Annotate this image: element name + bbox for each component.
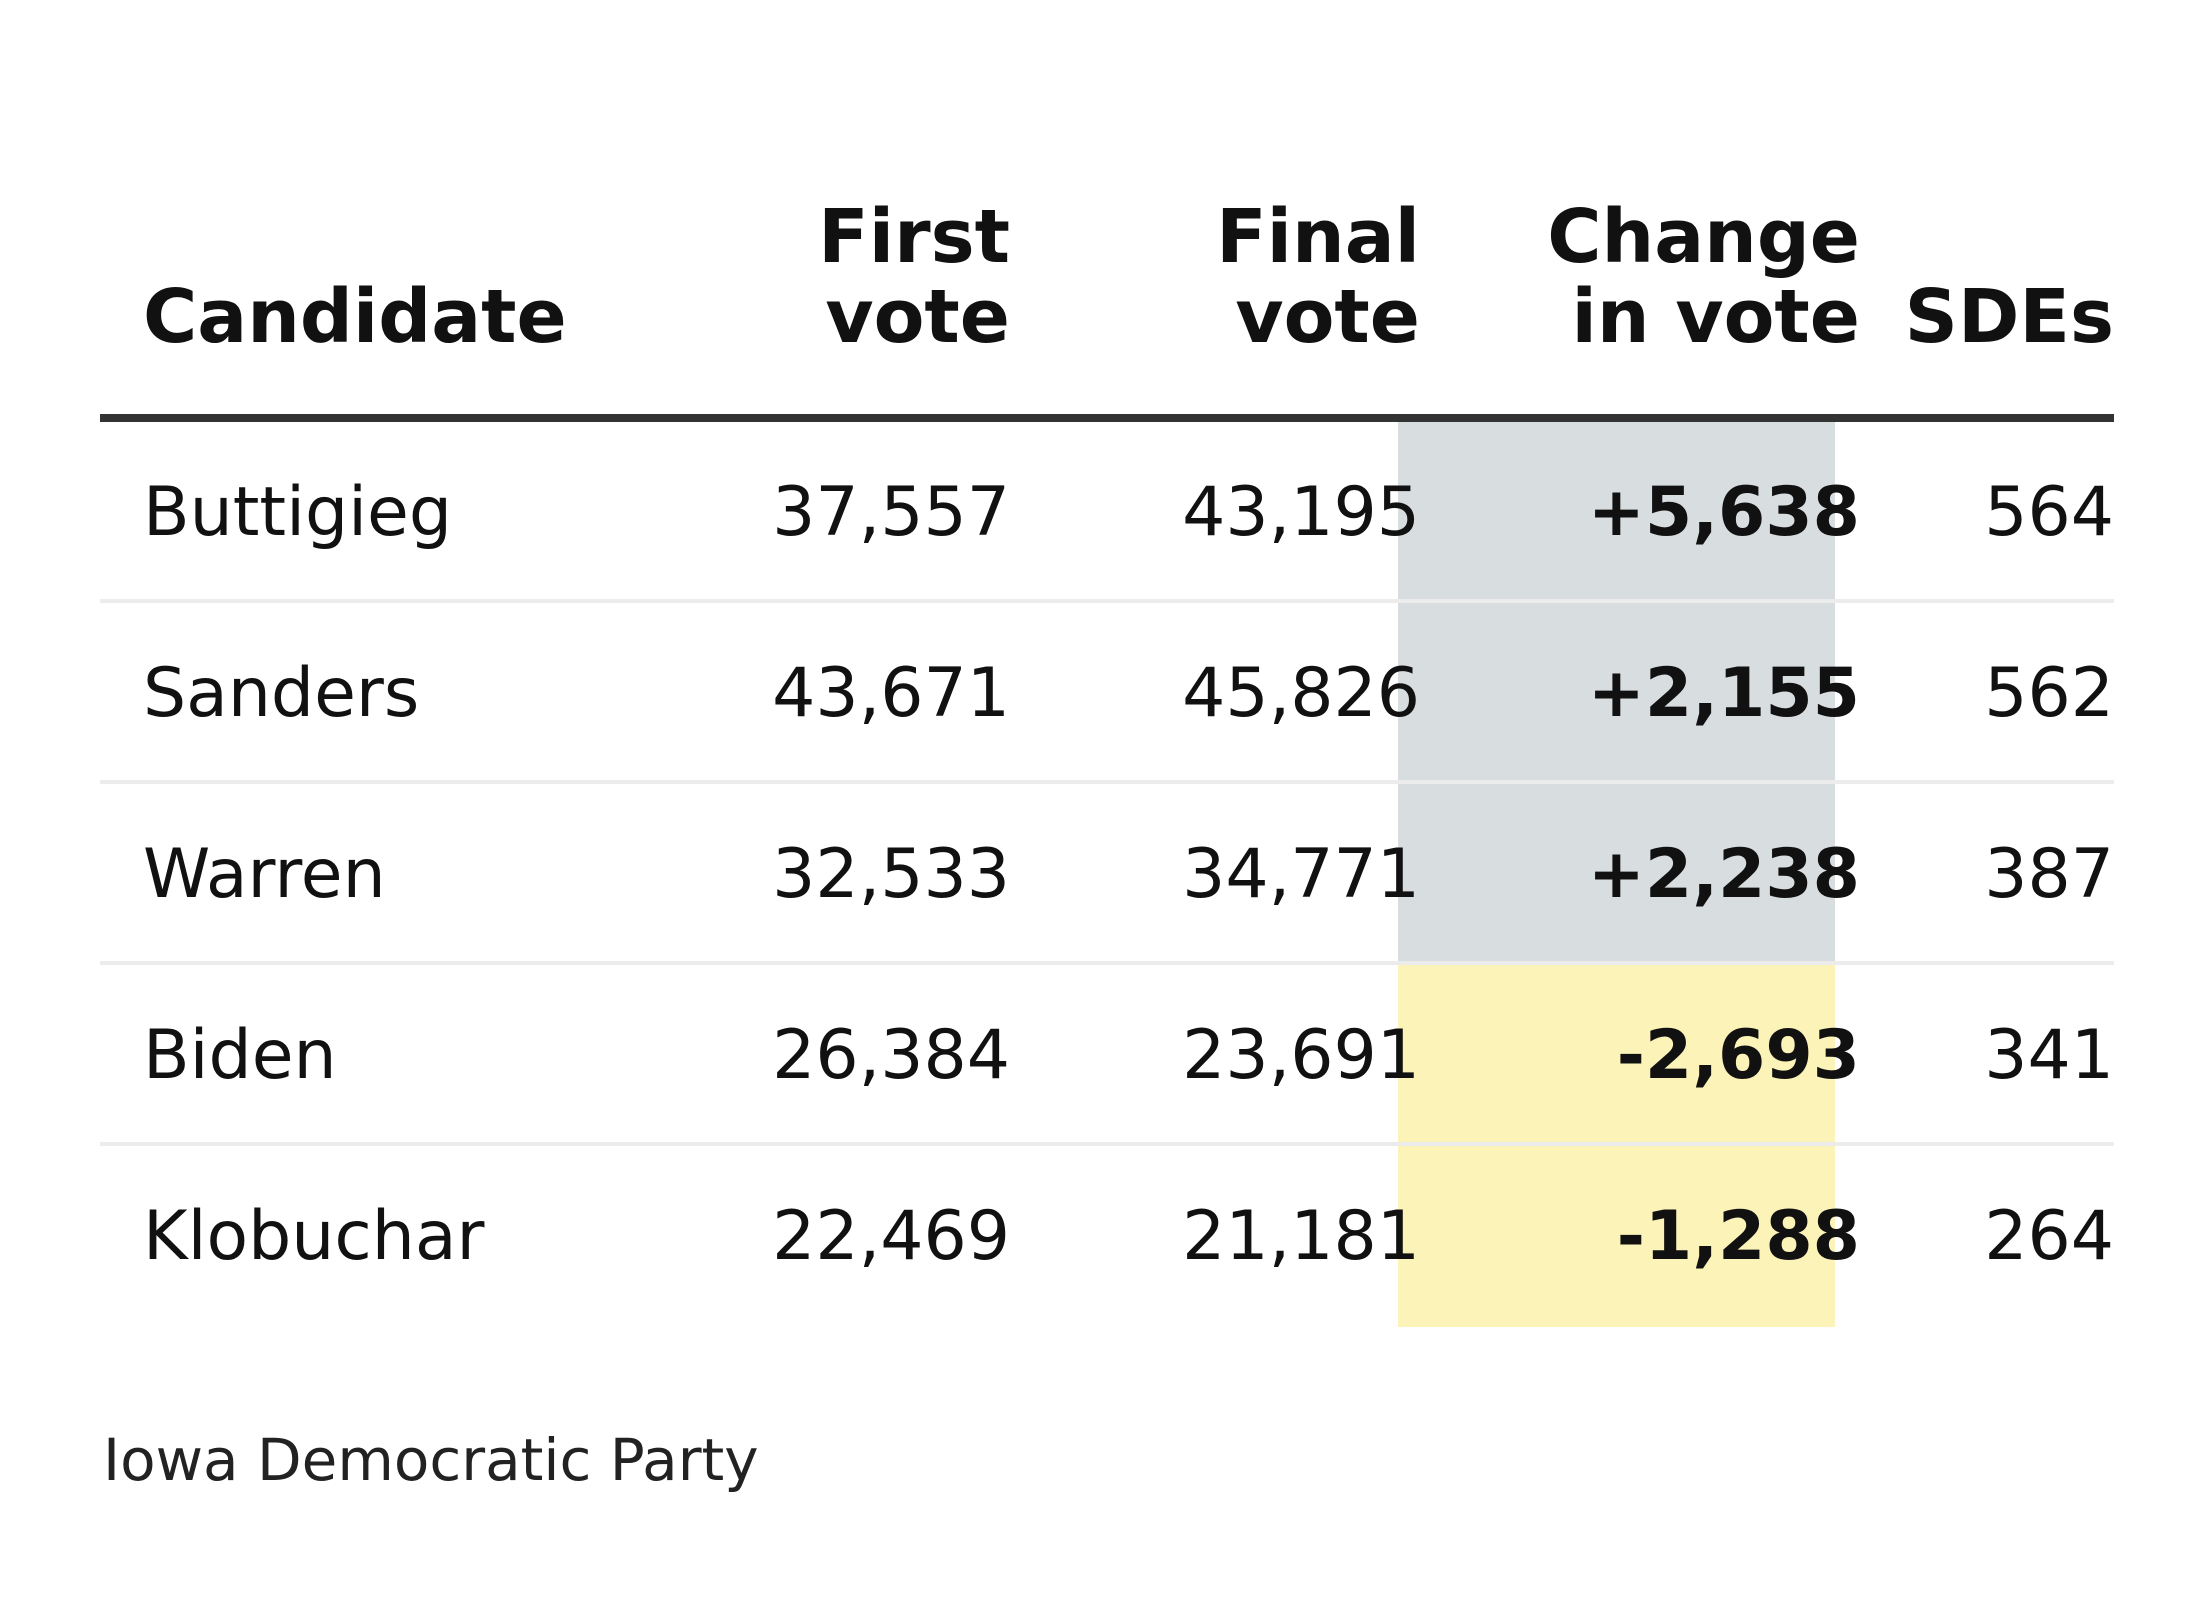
header-change-line-1: Change: [1547, 194, 1860, 280]
row-divider: [100, 1142, 2114, 1146]
cell-candidate: Sanders: [143, 654, 420, 733]
header-final-vote: Final vote: [1110, 197, 1420, 357]
header-final-vote-line-2: vote: [1235, 274, 1420, 360]
header-change-in-vote: Change in vote: [1480, 197, 1860, 357]
cell-final-vote: 21,181: [1182, 1197, 1420, 1276]
cell-change: -1,288: [1616, 1197, 1860, 1276]
cell-first-vote: 43,671: [772, 654, 1010, 733]
cell-change: -2,693: [1616, 1016, 1860, 1095]
cell-change: +2,155: [1587, 654, 1860, 733]
results-table: Candidate First vote Final vote Change i…: [100, 0, 2114, 1327]
table-header: Candidate First vote Final vote Change i…: [100, 0, 2114, 422]
header-sdes: SDEs: [1894, 277, 2114, 357]
cell-final-vote: 23,691: [1182, 1016, 1420, 1095]
table-row-warren: Warren 32,533 34,771 +2,238 387: [100, 784, 2114, 965]
cell-final-vote: 45,826: [1182, 654, 1420, 733]
change-highlight: [1398, 784, 1835, 965]
cell-candidate: Klobuchar: [143, 1197, 485, 1276]
table-row-buttigieg: Buttigieg 37,557 43,195 +5,638 564: [100, 422, 2114, 603]
header-sdes-line-1: SDEs: [1904, 274, 2114, 360]
cell-sdes: 562: [1984, 654, 2114, 733]
cell-first-vote: 32,533: [772, 835, 1010, 914]
cell-sdes: 264: [1984, 1197, 2114, 1276]
header-change-line-2: in vote: [1571, 274, 1860, 360]
table-row-klobuchar: Klobuchar 22,469 21,181 -1,288 264: [100, 1146, 2114, 1327]
row-divider: [100, 961, 2114, 965]
row-divider: [100, 780, 2114, 784]
cell-final-vote: 43,195: [1182, 473, 1420, 552]
cell-first-vote: 37,557: [772, 473, 1010, 552]
cell-sdes: 564: [1984, 473, 2114, 552]
cell-sdes: 387: [1984, 835, 2114, 914]
table-row-biden: Biden 26,384 23,691 -2,693 341: [100, 965, 2114, 1146]
cell-candidate: Biden: [143, 1016, 337, 1095]
change-highlight: [1398, 965, 1835, 1146]
cell-sdes: 341: [1984, 1016, 2114, 1095]
cell-candidate: Buttigieg: [143, 473, 453, 552]
row-divider: [100, 599, 2114, 603]
header-first-vote-line-2: vote: [825, 274, 1010, 360]
cell-final-vote: 34,771: [1182, 835, 1420, 914]
header-first-vote: First vote: [700, 197, 1010, 357]
header-candidate: Candidate: [143, 277, 573, 357]
cell-change: +5,638: [1587, 473, 1860, 552]
cell-change: +2,238: [1587, 835, 1860, 914]
header-rule: [100, 414, 2114, 422]
cell-first-vote: 22,469: [772, 1197, 1010, 1276]
table-body: Buttigieg 37,557 43,195 +5,638 564 Sanders 43,…: [100, 422, 2114, 1327]
change-highlight: [1398, 603, 1835, 784]
header-candidate-line-1: Candidate: [143, 274, 567, 360]
cell-first-vote: 26,384: [772, 1016, 1010, 1095]
change-highlight: [1398, 422, 1835, 603]
change-highlight: [1398, 1146, 1835, 1327]
header-first-vote-line-1: First: [818, 194, 1010, 280]
header-final-vote-line-1: Final: [1216, 194, 1420, 280]
cell-candidate: Warren: [143, 835, 386, 914]
table-row-sanders: Sanders 43,671 45,826 +2,155 562: [100, 603, 2114, 784]
source-note: Iowa Democratic Party: [103, 1426, 759, 1494]
